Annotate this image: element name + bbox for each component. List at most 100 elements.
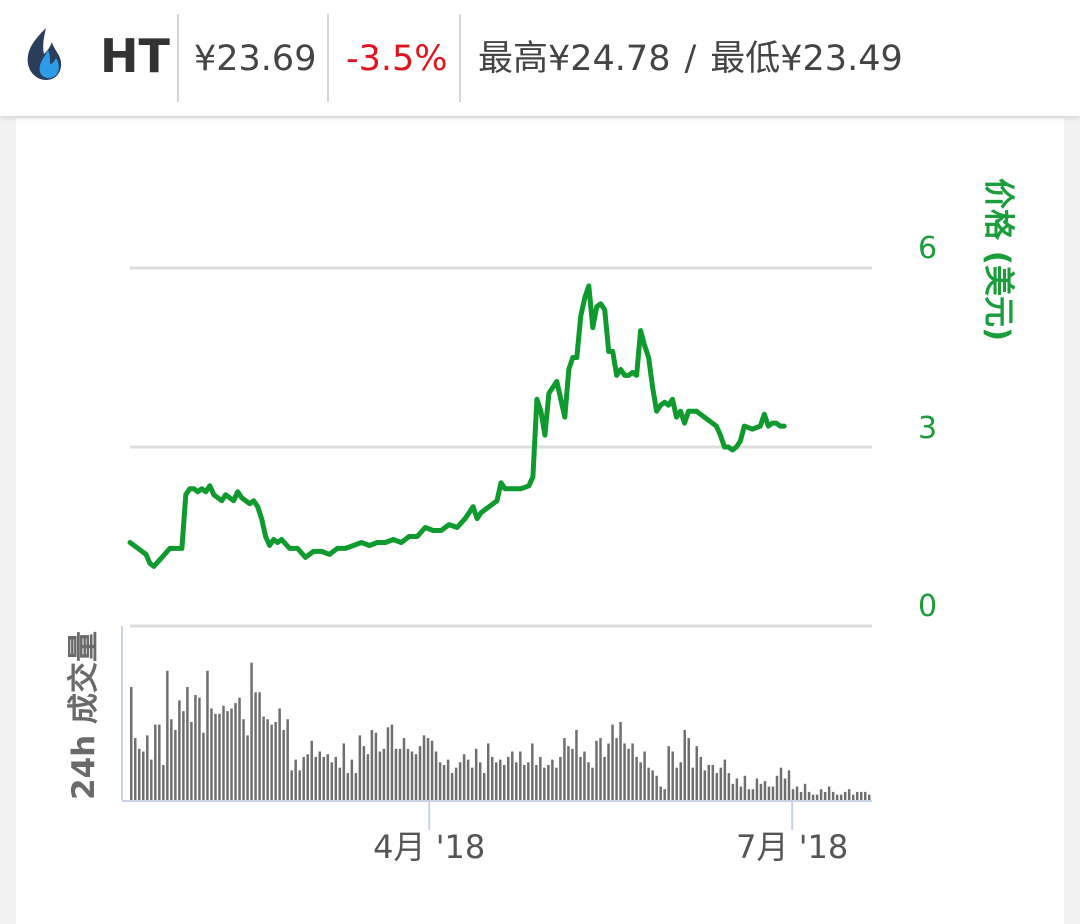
volume-bar xyxy=(306,754,309,800)
volume-bar xyxy=(671,751,674,800)
volume-bar xyxy=(811,794,815,800)
volume-bar xyxy=(595,740,598,800)
volume-bar xyxy=(262,716,265,800)
volume-bar xyxy=(462,754,466,800)
volume-bar xyxy=(138,748,141,800)
high-price: 最高¥24.78 xyxy=(478,39,671,79)
volume-bar xyxy=(266,719,269,800)
volume-bar xyxy=(130,686,133,800)
volume-bar xyxy=(414,754,418,800)
volume-bar xyxy=(482,773,486,800)
volume-bar xyxy=(527,762,530,800)
volume-bar xyxy=(727,773,731,800)
volume-bar xyxy=(615,738,618,800)
y-tick-label: 3 xyxy=(918,411,938,446)
volume-bar xyxy=(226,711,229,800)
volume-bar xyxy=(839,794,843,800)
volume-bar xyxy=(699,756,703,800)
coin-header: HT ¥23.69 -3.5% 最高¥24.78 / 最低¥23.49 xyxy=(0,0,1080,116)
header-divider xyxy=(327,14,329,102)
volume-bar xyxy=(354,773,358,800)
volume-bar xyxy=(659,786,662,800)
volume-bar xyxy=(775,775,779,800)
volume-bar xyxy=(170,719,173,800)
volume-bar xyxy=(490,756,494,800)
volume-bar xyxy=(442,765,446,800)
volume-bar xyxy=(330,762,334,800)
volume-bar xyxy=(298,770,301,800)
volume-bar xyxy=(410,751,414,800)
volume-bar xyxy=(190,721,193,800)
volume-bar xyxy=(274,721,277,800)
volume-bar xyxy=(551,759,554,800)
volume-bar xyxy=(787,770,791,800)
volume-bar xyxy=(611,724,614,800)
current-price: ¥23.69 xyxy=(194,39,317,79)
volume-bar xyxy=(238,697,241,800)
volume-bar xyxy=(310,740,313,800)
volume-bar xyxy=(146,735,149,800)
volume-bar xyxy=(378,751,382,800)
volume-bar xyxy=(695,746,699,800)
volume-bar xyxy=(503,765,506,800)
volume-bar xyxy=(478,762,482,800)
volume-bar xyxy=(314,756,317,800)
volume-bar xyxy=(198,697,201,800)
volume-bar xyxy=(679,762,682,800)
volume-bar xyxy=(366,754,370,800)
volume-bar xyxy=(174,730,177,800)
volume-bar xyxy=(731,783,735,800)
volume-bar xyxy=(374,732,378,800)
x-tick-label: 4月 '18 xyxy=(373,828,486,866)
volume-bar xyxy=(186,686,189,800)
volume-bar xyxy=(258,692,261,800)
volume-bar xyxy=(591,767,594,800)
volume-bar xyxy=(294,759,297,800)
volume-bar xyxy=(382,748,386,800)
volume-bar xyxy=(162,765,165,800)
price-change-percent: -3.5% xyxy=(346,39,448,79)
header-divider xyxy=(177,14,179,102)
volume-bar xyxy=(579,756,582,800)
volume-bar xyxy=(715,773,719,800)
volume-bar xyxy=(619,721,622,800)
volume-bar xyxy=(819,789,823,800)
volume-bar xyxy=(847,789,851,800)
volume-bar xyxy=(398,748,402,800)
volume-bar xyxy=(394,748,398,800)
price-line xyxy=(127,283,787,569)
volume-bar xyxy=(222,705,225,800)
low-price: 最低¥23.49 xyxy=(710,39,903,79)
volume-bar xyxy=(338,767,342,800)
volume-bar xyxy=(334,756,338,800)
volume-bar xyxy=(607,743,610,800)
volume-bar xyxy=(454,767,458,800)
volume-bar xyxy=(346,773,350,800)
volume-bar xyxy=(154,724,157,800)
price-range: 最高¥24.78 / 最低¥23.49 xyxy=(478,34,903,84)
volume-bar xyxy=(603,756,606,800)
volume-bar xyxy=(242,719,245,800)
volume-bar xyxy=(803,783,807,800)
volume-bar xyxy=(575,730,578,800)
volume-bar xyxy=(498,759,502,800)
volume-bar xyxy=(867,794,871,800)
volume-bar xyxy=(751,789,755,800)
volume-bar xyxy=(470,767,474,800)
volume-bar xyxy=(627,748,630,800)
volume-bar xyxy=(663,789,666,800)
volume-bar xyxy=(254,692,257,800)
volume-bar xyxy=(194,695,197,800)
volume-bar xyxy=(543,767,546,800)
volume-bar xyxy=(246,735,249,800)
volume-bar xyxy=(763,781,767,800)
volume-bar xyxy=(466,759,470,800)
y-tick-label: 0 xyxy=(918,589,938,624)
volume-bar xyxy=(859,791,863,800)
volume-bar xyxy=(494,762,498,800)
volume-bar xyxy=(402,738,406,800)
volume-bar xyxy=(755,778,759,800)
volume-bar xyxy=(563,738,566,800)
volume-bar xyxy=(855,791,859,800)
volume-bar xyxy=(851,794,855,800)
